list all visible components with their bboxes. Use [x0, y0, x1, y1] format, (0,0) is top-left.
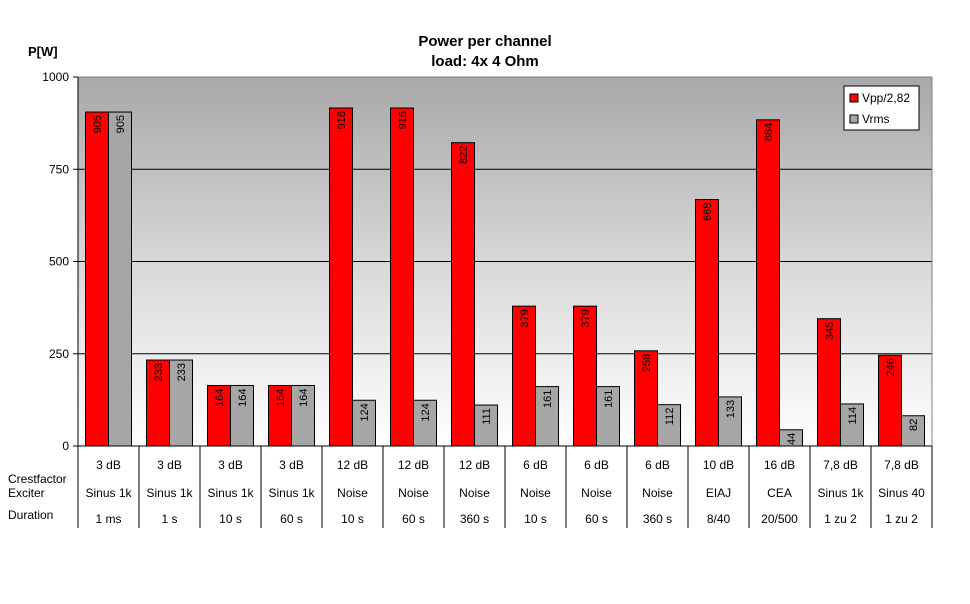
- bar-value-label: 161: [603, 390, 615, 408]
- chart-subtitle: load: 4x 4 Ohm: [431, 53, 539, 70]
- bar-value-label: 258: [641, 354, 653, 372]
- table-cell: Noise: [520, 486, 551, 500]
- bar-value-label: 114: [847, 407, 859, 425]
- bar-vpp: [85, 111, 109, 447]
- bar-value-label: 379: [580, 309, 592, 327]
- table-cell: 360 s: [460, 512, 489, 526]
- legend-swatch: [849, 114, 859, 124]
- bar-value-label: 916: [336, 111, 348, 129]
- legend: Vpp/2,82 Vrms: [843, 85, 920, 131]
- bar-value-label: 112: [664, 408, 676, 426]
- table-cell: 16 dB: [764, 458, 795, 472]
- bars: 905 233 164 164 916 916 822 379 379 258 668 884 345 2…: [85, 107, 925, 447]
- bar-value-label: 884: [763, 123, 775, 141]
- table-cell: 60 s: [402, 512, 425, 526]
- bar-value-label: 345: [824, 322, 836, 340]
- table-cell: 20/500: [761, 512, 798, 526]
- table-cell: Noise: [581, 486, 612, 500]
- table-cell: Sinus 1k: [207, 486, 254, 500]
- category-table: Crestfactor 3 dB 3 dB 3 dB 3 dB 12 dB 12 dB 12 …: [8, 446, 933, 528]
- table-cell: 6 dB: [523, 458, 548, 472]
- y-tick-label: 500: [49, 255, 69, 269]
- chart-title: Power per channel: [418, 33, 551, 50]
- legend-label: Vpp/2,82: [862, 91, 910, 105]
- bar-value-label: 161: [542, 390, 554, 408]
- table-cell: 7,8 dB: [823, 458, 858, 472]
- table-cell: 10 s: [524, 512, 547, 526]
- y-tick-label: 250: [49, 347, 69, 361]
- table-cell: 1 zu 2: [824, 512, 857, 526]
- bar-value-label: 124: [359, 403, 371, 421]
- table-cell: 60 s: [280, 512, 303, 526]
- bar-value-label: 124: [420, 403, 432, 421]
- table-cell: Sinus 1k: [85, 486, 132, 500]
- y-tick-label: 0: [62, 439, 69, 453]
- table-cell: 3 dB: [96, 458, 121, 472]
- table-cell: 12 dB: [337, 458, 368, 472]
- table-cell: 1 s: [161, 512, 177, 526]
- table-cell: Noise: [337, 486, 368, 500]
- bar-vpp: [329, 107, 353, 447]
- table-cell: 6 dB: [645, 458, 670, 472]
- bar-value-label: 233: [153, 363, 165, 381]
- y-tick-label: 1000: [42, 70, 69, 84]
- table-cell: Noise: [459, 486, 490, 500]
- bar-vpp: [695, 199, 719, 447]
- table-cell: Sinus 1k: [817, 486, 864, 500]
- table-cell: CEA: [767, 486, 792, 500]
- table-cell: EIAJ: [706, 486, 731, 500]
- table-cell: 1 ms: [95, 512, 121, 526]
- bar-value-label: 111: [481, 408, 493, 425]
- table-cell: 60 s: [585, 512, 608, 526]
- table-cell: Sinus 1k: [268, 486, 315, 500]
- bar-value-label: 164: [298, 388, 310, 406]
- y-axis-label: P[W]: [28, 44, 58, 59]
- table-cell: Noise: [642, 486, 673, 500]
- table-cell: 7,8 dB: [884, 458, 919, 472]
- y-tick-label: 750: [49, 162, 69, 176]
- bar-value-label: 905: [115, 115, 127, 133]
- table-cell: 10 s: [219, 512, 242, 526]
- bar-value-label: 905: [92, 115, 104, 133]
- table-row-label: Duration: [8, 508, 53, 522]
- table-cell: 3 dB: [218, 458, 243, 472]
- bar-value-label: 164: [275, 388, 287, 406]
- bar-value-label: 668: [702, 203, 714, 221]
- table-cell: 10 dB: [703, 458, 734, 472]
- table-cell: 1 zu 2: [885, 512, 918, 526]
- table-cell: Noise: [398, 486, 429, 500]
- table-cell: 12 dB: [398, 458, 429, 472]
- table-row-label: Crestfactor: [8, 472, 67, 486]
- bar-vpp: [390, 107, 414, 447]
- legend-label: Vrms: [862, 112, 890, 126]
- bar-value-label: 133: [725, 400, 737, 418]
- bar-vpp: [451, 142, 475, 447]
- table-cell: 10 s: [341, 512, 364, 526]
- bar-value-label: 379: [519, 309, 531, 327]
- table-cell: Sinus 40: [878, 486, 925, 500]
- bar-vrms: [108, 111, 132, 447]
- bar-value-label: 822: [458, 146, 470, 164]
- table-cell: 3 dB: [279, 458, 304, 472]
- table-cell: 3 dB: [157, 458, 182, 472]
- bar-vpp: [756, 119, 780, 447]
- bar-value-label: 164: [237, 388, 249, 406]
- bar-value-label: 44: [786, 433, 798, 445]
- legend-swatch: [849, 93, 859, 103]
- table-cell: 12 dB: [459, 458, 490, 472]
- table-cell: 360 s: [643, 512, 672, 526]
- table-cell: Sinus 1k: [146, 486, 193, 500]
- bar-value-label: 233: [176, 363, 188, 381]
- table-row-label: Exciter: [8, 486, 45, 500]
- bar-value-label: 916: [397, 111, 409, 129]
- table-cell: 8/40: [707, 512, 731, 526]
- table-cell: 6 dB: [584, 458, 609, 472]
- bar-value-label: 82: [908, 419, 920, 431]
- bar-value-label: 246: [885, 358, 897, 376]
- bar-value-label: 164: [214, 388, 226, 406]
